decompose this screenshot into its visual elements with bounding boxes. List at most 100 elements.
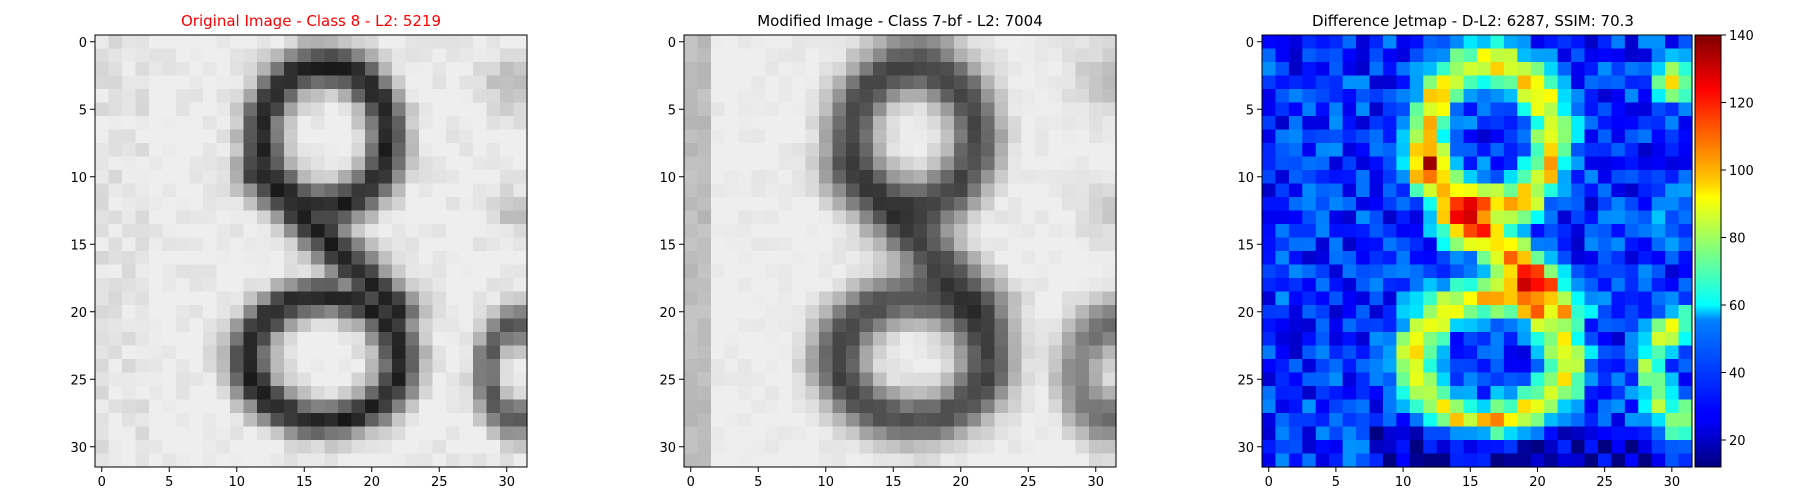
pixel-cell [189, 413, 204, 428]
pixel-cell [1638, 305, 1653, 320]
pixel-cell [1089, 237, 1104, 252]
pixel-cell [1638, 251, 1653, 266]
pixel-cell [1396, 170, 1411, 185]
pixel-cell [832, 143, 847, 158]
pixel-cell [162, 62, 177, 77]
pixel-cell [1544, 129, 1559, 144]
pixel-cell [751, 129, 766, 144]
pixel-cell [886, 89, 901, 104]
pixel-cell [324, 372, 339, 387]
pixel-cell [697, 210, 712, 225]
pixel-cell [886, 278, 901, 293]
pixel-cell [297, 305, 312, 320]
pixel-cell [1638, 102, 1653, 117]
pixel-cell [1329, 102, 1344, 117]
pixel-cell [270, 116, 285, 131]
pixel-cell [940, 89, 955, 104]
pixel-cell [311, 413, 326, 428]
pixel-cell [1275, 237, 1290, 252]
pixel-cell [297, 318, 312, 333]
pixel-cell [1075, 251, 1090, 266]
pixel-cell [1396, 102, 1411, 117]
pixel-cell [297, 210, 312, 225]
pixel-cell [1517, 183, 1532, 198]
pixel-cell [1262, 89, 1277, 104]
pixel-cell [216, 278, 231, 293]
pixel-cell [500, 197, 515, 212]
pixel-cell [900, 305, 915, 320]
pixel-cell [981, 129, 996, 144]
pixel-cell [1571, 156, 1586, 171]
pixel-cell [1651, 75, 1666, 90]
pixel-cell [738, 170, 753, 185]
pixel-cell [684, 129, 699, 144]
pixel-cell [1463, 75, 1478, 90]
pixel-cell [940, 170, 955, 185]
pixel-cell [176, 386, 191, 401]
pixel-cell [1597, 305, 1612, 320]
pixel-cell [95, 170, 110, 185]
pixel-cell [1369, 453, 1384, 468]
pixel-cell [1409, 372, 1424, 387]
pixel-cell [108, 372, 123, 387]
pixel-cell [724, 116, 739, 131]
pixel-cell [243, 75, 258, 90]
pixel-cell [149, 224, 164, 239]
pixel-cell [1584, 89, 1599, 104]
pixel-cell [176, 48, 191, 63]
pixel-cell [1288, 35, 1303, 50]
pixel-cell [1382, 386, 1397, 401]
pixel-cell [1665, 278, 1680, 293]
pixel-cell [419, 318, 434, 333]
pixel-cell [405, 372, 420, 387]
pixel-cell [981, 156, 996, 171]
pixel-cell [1597, 89, 1612, 104]
pixel-cell [1597, 251, 1612, 266]
image-modified [684, 35, 1117, 468]
image-original [95, 35, 528, 468]
pixel-cell [338, 62, 353, 77]
pixel-cell [284, 345, 299, 360]
pixel-cell [1035, 413, 1050, 428]
pixel-cell [1288, 264, 1303, 279]
pixel-cell [1597, 372, 1612, 387]
pixel-cell [270, 413, 285, 428]
pixel-cell [778, 440, 793, 455]
pixel-cell [446, 278, 461, 293]
pixel-cell [1075, 75, 1090, 90]
pixel-cell [203, 197, 218, 212]
pixel-cell [1503, 251, 1518, 266]
pixel-cell [1262, 278, 1277, 293]
pixel-cell [1651, 170, 1666, 185]
pixel-cell [1423, 183, 1438, 198]
pixel-cell [1369, 224, 1384, 239]
pixel-cell [1423, 197, 1438, 212]
pixel-cell [1008, 305, 1023, 320]
pixel-cell [216, 129, 231, 144]
pixel-cell [1089, 332, 1104, 347]
pixel-cell [135, 413, 150, 428]
pixel-cell [203, 156, 218, 171]
pixel-cell [1062, 210, 1077, 225]
pixel-cell [149, 129, 164, 144]
pixel-cell [1062, 386, 1077, 401]
pixel-cell [738, 399, 753, 414]
pixel-cell [1530, 345, 1545, 360]
pixel-cell [846, 332, 861, 347]
pixel-cell [459, 143, 474, 158]
pixel-cell [1450, 386, 1465, 401]
pixel-cell [473, 116, 488, 131]
pixel-cell [284, 399, 299, 414]
pixel-cell [1262, 143, 1277, 158]
pixel-cell [122, 278, 137, 293]
pixel-cell [1423, 89, 1438, 104]
pixel-cell [1463, 197, 1478, 212]
pixel-cell [1477, 453, 1492, 468]
pixel-cell [1288, 48, 1303, 63]
pixel-cell [351, 359, 366, 374]
pixel-cell [724, 48, 739, 63]
pixel-cell [1262, 413, 1277, 428]
pixel-cell [1275, 305, 1290, 320]
pixel-cell [446, 426, 461, 441]
pixel-cell [1075, 237, 1090, 252]
